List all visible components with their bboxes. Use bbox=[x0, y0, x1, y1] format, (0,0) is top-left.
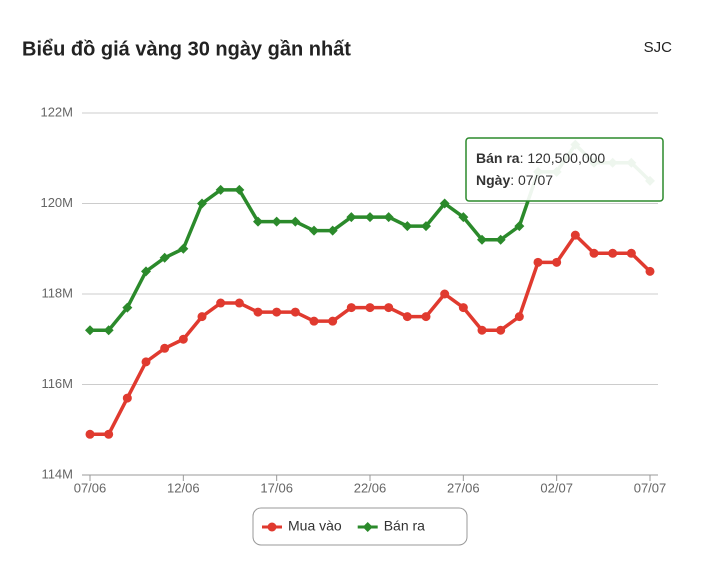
marker bbox=[402, 221, 413, 232]
marker bbox=[421, 312, 431, 322]
marker bbox=[477, 325, 487, 335]
legend-label: Mua vào bbox=[288, 518, 342, 534]
marker bbox=[103, 325, 114, 336]
marker bbox=[421, 221, 431, 232]
marker bbox=[215, 184, 226, 195]
tooltip-series: Bán ra bbox=[476, 150, 520, 166]
marker bbox=[309, 316, 319, 326]
marker bbox=[159, 252, 170, 263]
x-tick-label: 22/06 bbox=[354, 480, 387, 495]
marker bbox=[328, 316, 338, 326]
marker bbox=[85, 429, 95, 439]
marker bbox=[122, 393, 132, 403]
marker bbox=[327, 225, 338, 236]
marker bbox=[458, 212, 469, 223]
marker bbox=[495, 234, 506, 245]
marker bbox=[552, 257, 562, 267]
tooltip-value: : 120,500,000 bbox=[520, 150, 606, 166]
marker bbox=[216, 298, 226, 308]
y-tick-label: 120M bbox=[40, 195, 73, 210]
marker bbox=[514, 221, 525, 232]
x-tick-label: 07/07 bbox=[634, 480, 667, 495]
legend-label: Bán ra bbox=[384, 518, 425, 534]
marker bbox=[365, 212, 375, 223]
y-tick-label: 122M bbox=[40, 104, 73, 119]
marker bbox=[346, 303, 356, 313]
marker bbox=[496, 325, 506, 335]
marker bbox=[122, 302, 133, 313]
marker bbox=[272, 307, 282, 317]
tooltip-box bbox=[465, 137, 664, 202]
y-tick-label: 118M bbox=[41, 285, 73, 300]
marker bbox=[645, 266, 655, 276]
y-tick-label: 116M bbox=[41, 376, 73, 391]
marker bbox=[346, 212, 357, 223]
marker bbox=[514, 312, 524, 322]
marker bbox=[626, 248, 636, 258]
tooltip-date-label: Ngày bbox=[476, 172, 510, 188]
x-tick-label: 17/06 bbox=[260, 480, 293, 495]
marker bbox=[570, 230, 580, 240]
marker bbox=[253, 216, 263, 227]
tooltip-date: : 07/07 bbox=[510, 172, 553, 188]
x-tick-label: 12/06 bbox=[167, 480, 200, 495]
x-tick-label: 02/07 bbox=[540, 480, 573, 495]
tooltip-line: Bán ra: 120,500,000 bbox=[476, 150, 605, 166]
marker bbox=[589, 248, 599, 258]
marker bbox=[160, 343, 170, 353]
marker bbox=[608, 248, 618, 258]
marker bbox=[267, 522, 277, 532]
marker bbox=[253, 307, 263, 317]
marker bbox=[383, 212, 394, 223]
marker bbox=[141, 357, 151, 367]
marker bbox=[384, 303, 394, 313]
tooltip-line: Ngày: 07/07 bbox=[476, 172, 553, 188]
marker bbox=[309, 225, 319, 236]
marker bbox=[533, 257, 543, 267]
marker bbox=[178, 243, 189, 254]
marker bbox=[290, 307, 300, 317]
marker bbox=[290, 216, 301, 227]
marker bbox=[234, 298, 244, 308]
marker bbox=[104, 429, 114, 439]
marker bbox=[85, 325, 95, 336]
marker bbox=[477, 234, 487, 245]
marker bbox=[197, 312, 207, 322]
marker bbox=[440, 289, 450, 299]
marker bbox=[271, 216, 282, 227]
marker bbox=[439, 198, 450, 209]
marker bbox=[141, 266, 151, 277]
marker bbox=[402, 312, 412, 322]
marker bbox=[365, 303, 375, 313]
x-tick-label: 27/06 bbox=[447, 480, 480, 495]
series-line bbox=[90, 233, 652, 437]
marker bbox=[197, 198, 207, 209]
marker bbox=[362, 522, 373, 532]
source-label: SJC bbox=[644, 39, 673, 56]
chart-title: Biểu đồ giá vàng 30 ngày gần nhất bbox=[22, 38, 351, 60]
marker bbox=[458, 303, 468, 313]
y-tick-label: 114M bbox=[41, 466, 73, 481]
marker bbox=[178, 334, 188, 344]
x-tick-label: 07/06 bbox=[74, 480, 107, 495]
marker bbox=[234, 184, 245, 195]
tooltip: Bán ra: 120,500,000 Ngày: 07/07 bbox=[465, 137, 664, 202]
